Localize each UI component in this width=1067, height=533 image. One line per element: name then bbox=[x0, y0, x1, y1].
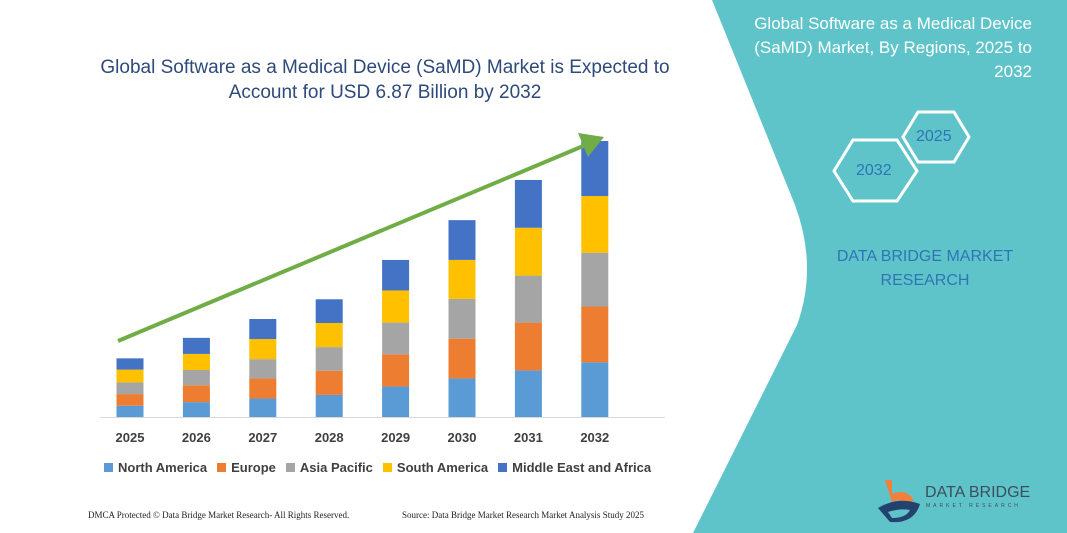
x-tick-label: 2029 bbox=[381, 430, 411, 445]
bar-segment-2026-asia-pacific bbox=[182, 369, 210, 386]
chart-title: Global Software as a Medical Device (SaM… bbox=[100, 57, 670, 103]
bar-segment-2027-north-america bbox=[249, 398, 277, 417]
legend-label: South America bbox=[396, 460, 489, 475]
hex-label-2032: 2032 bbox=[856, 162, 892, 179]
legend-label: Europe bbox=[231, 460, 276, 475]
bar-segment-2028-north-america bbox=[315, 394, 343, 417]
x-tick-label: 2031 bbox=[513, 430, 543, 445]
logo-subtext: MARKET RESEARCH bbox=[926, 503, 1021, 509]
footer-source: Source: Data Bridge Market Research Mark… bbox=[402, 510, 644, 520]
bar-segment-2026-middle-east-and-africa bbox=[182, 337, 210, 354]
footer-copyright: DMCA Protected © Data Bridge Market Rese… bbox=[88, 510, 350, 520]
plot-area bbox=[116, 141, 609, 417]
bar-segment-2027-middle-east-and-africa bbox=[249, 318, 277, 340]
bar-segment-2029-north-america bbox=[382, 386, 410, 417]
x-tick-label: 2030 bbox=[447, 430, 477, 445]
bar-segment-2028-europe bbox=[315, 370, 343, 395]
bar-segment-2027-south-america bbox=[249, 339, 277, 360]
bar-segment-2029-asia-pacific bbox=[382, 322, 410, 355]
x-tick-label: 2028 bbox=[314, 430, 344, 445]
legend-swatch bbox=[285, 463, 295, 472]
brand-text: DATA BRIDGE MARKET RESEARCH bbox=[836, 248, 1014, 289]
bar-segment-2032-europe bbox=[581, 306, 609, 363]
bar-segment-2028-asia-pacific bbox=[315, 347, 343, 371]
bar-segment-2025-south-america bbox=[116, 369, 144, 383]
bar-segment-2031-europe bbox=[514, 322, 542, 371]
legend-item: Asia Pacific bbox=[285, 460, 373, 475]
legend-item: Middle East and Africa bbox=[498, 460, 651, 475]
legend-swatch bbox=[104, 463, 113, 472]
logo-text: DATA BRIDGE bbox=[925, 484, 1031, 501]
legend: North America Europe Asia Pacific South Ame… bbox=[104, 460, 651, 475]
bar-segment-2026-north-america bbox=[182, 402, 210, 417]
teal-panel bbox=[693, 0, 1067, 533]
legend-label: Asia Pacific bbox=[299, 460, 373, 475]
x-tick-label: 2032 bbox=[580, 430, 610, 445]
bar-segment-2028-south-america bbox=[315, 322, 343, 348]
bar-segment-2026-south-america bbox=[182, 353, 210, 370]
legend-item: South America bbox=[382, 460, 489, 475]
bar-segment-2025-asia-pacific bbox=[116, 382, 144, 395]
legend-swatch bbox=[498, 463, 508, 472]
bar-segment-2031-middle-east-and-africa bbox=[514, 179, 542, 228]
bar-segment-2028-middle-east-and-africa bbox=[315, 299, 343, 323]
bar-segment-2029-south-america bbox=[382, 290, 410, 323]
bar-segment-2025-north-america bbox=[116, 405, 144, 417]
bar-segment-2025-middle-east-and-africa bbox=[116, 358, 144, 370]
logo-icon bbox=[878, 480, 920, 523]
bar-segment-2032-south-america bbox=[581, 196, 609, 253]
legend-swatch bbox=[217, 463, 227, 472]
x-tick-label: 2025 bbox=[115, 430, 145, 445]
bar-segment-2027-europe bbox=[249, 378, 277, 399]
bar-segment-2032-asia-pacific bbox=[581, 252, 609, 307]
legend-item: North America bbox=[104, 460, 207, 475]
bar-segment-2030-middle-east-and-africa bbox=[448, 220, 476, 260]
x-tick-label: 2026 bbox=[181, 430, 211, 445]
bar-segment-2025-europe bbox=[116, 394, 144, 406]
x-tick-label: 2027 bbox=[248, 430, 278, 445]
hexagon-2025 bbox=[901, 110, 971, 164]
hexagon-2032 bbox=[832, 138, 919, 203]
bar-segment-2029-middle-east-and-africa bbox=[382, 259, 410, 291]
legend-item: Europe bbox=[217, 460, 276, 475]
bar-segment-2030-north-america bbox=[448, 378, 476, 417]
legend-swatch bbox=[382, 463, 392, 472]
bar-segment-2031-asia-pacific bbox=[514, 275, 542, 323]
bar-segment-2032-north-america bbox=[581, 362, 609, 417]
bar-segment-2031-south-america bbox=[514, 227, 542, 276]
bar-segment-2027-asia-pacific bbox=[249, 359, 277, 379]
legend-label: North America bbox=[118, 460, 208, 475]
bar-segment-2026-europe bbox=[182, 385, 210, 403]
bar-segment-2030-europe bbox=[448, 338, 476, 379]
bar-segment-2030-asia-pacific bbox=[448, 298, 476, 339]
trend-arrow bbox=[117, 133, 604, 343]
panel-title: Global Software as a Medical Device (SaM… bbox=[754, 14, 1032, 81]
legend-label: Middle East and Africa bbox=[512, 460, 652, 475]
bar-segment-2030-south-america bbox=[448, 259, 476, 299]
hex-label-2025: 2025 bbox=[916, 128, 952, 145]
bar-segment-2031-north-america bbox=[514, 370, 542, 417]
bar-segment-2029-europe bbox=[382, 354, 410, 387]
